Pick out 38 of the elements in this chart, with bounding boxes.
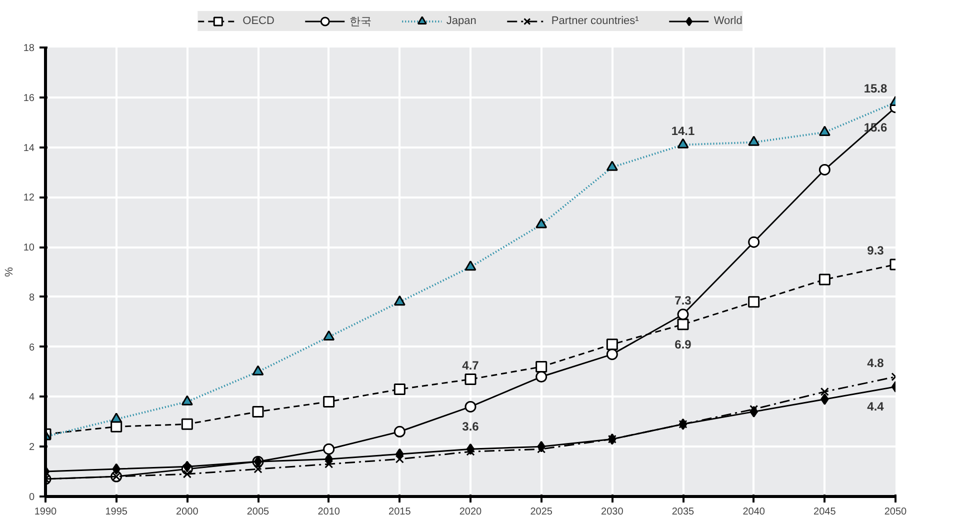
legend-label: Partner countries¹ bbox=[551, 15, 639, 27]
x-tick-label: 2020 bbox=[459, 506, 482, 518]
x-tick-label: 2025 bbox=[530, 506, 553, 518]
legend-label: OECD bbox=[242, 15, 274, 27]
y-tick-label: 0 bbox=[28, 492, 35, 503]
data-label: 4.8 bbox=[867, 356, 884, 370]
data-label: 14.1 bbox=[671, 124, 696, 138]
data-label: 7.3 bbox=[674, 293, 692, 308]
y-tick-label: 4 bbox=[28, 392, 35, 404]
data-label: 9.3 bbox=[867, 244, 884, 258]
legend-label: 한국 bbox=[349, 14, 372, 28]
x-tick-label: 1990 bbox=[34, 506, 58, 518]
data-label: 4.4 bbox=[867, 400, 884, 414]
legend-label: Japan bbox=[446, 15, 476, 27]
x-tick-label: 2035 bbox=[672, 506, 695, 518]
y-tick-label: 14 bbox=[23, 142, 35, 154]
x-tick-label: 2005 bbox=[246, 506, 270, 518]
y-tick-label: 6 bbox=[28, 342, 35, 354]
y-axis-title: % bbox=[3, 266, 16, 277]
y-tick-label: 16 bbox=[23, 92, 35, 104]
x-tick-label: 2030 bbox=[601, 506, 624, 518]
x-tick-label: 2010 bbox=[318, 506, 340, 518]
x-tick-label: 2040 bbox=[742, 506, 766, 518]
legend-label: World bbox=[714, 15, 742, 27]
y-tick-label: 10 bbox=[23, 242, 35, 254]
y-tick-label: 18 bbox=[23, 43, 35, 54]
y-tick-label: 2 bbox=[28, 442, 35, 454]
data-label: 3.6 bbox=[462, 420, 480, 434]
x-tick-label: 2050 bbox=[884, 506, 908, 518]
data-label: 6.9 bbox=[674, 337, 692, 352]
data-label: 4.7 bbox=[462, 358, 480, 372]
y-tick-label: 8 bbox=[28, 292, 35, 304]
x-tick-label: 1995 bbox=[105, 506, 128, 518]
x-tick-label: 2000 bbox=[176, 506, 199, 518]
data-label: 15.8 bbox=[864, 81, 888, 96]
x-tick-label: 2045 bbox=[814, 506, 836, 518]
y-tick-label: 12 bbox=[23, 192, 35, 204]
x-tick-label: 2015 bbox=[388, 506, 412, 518]
